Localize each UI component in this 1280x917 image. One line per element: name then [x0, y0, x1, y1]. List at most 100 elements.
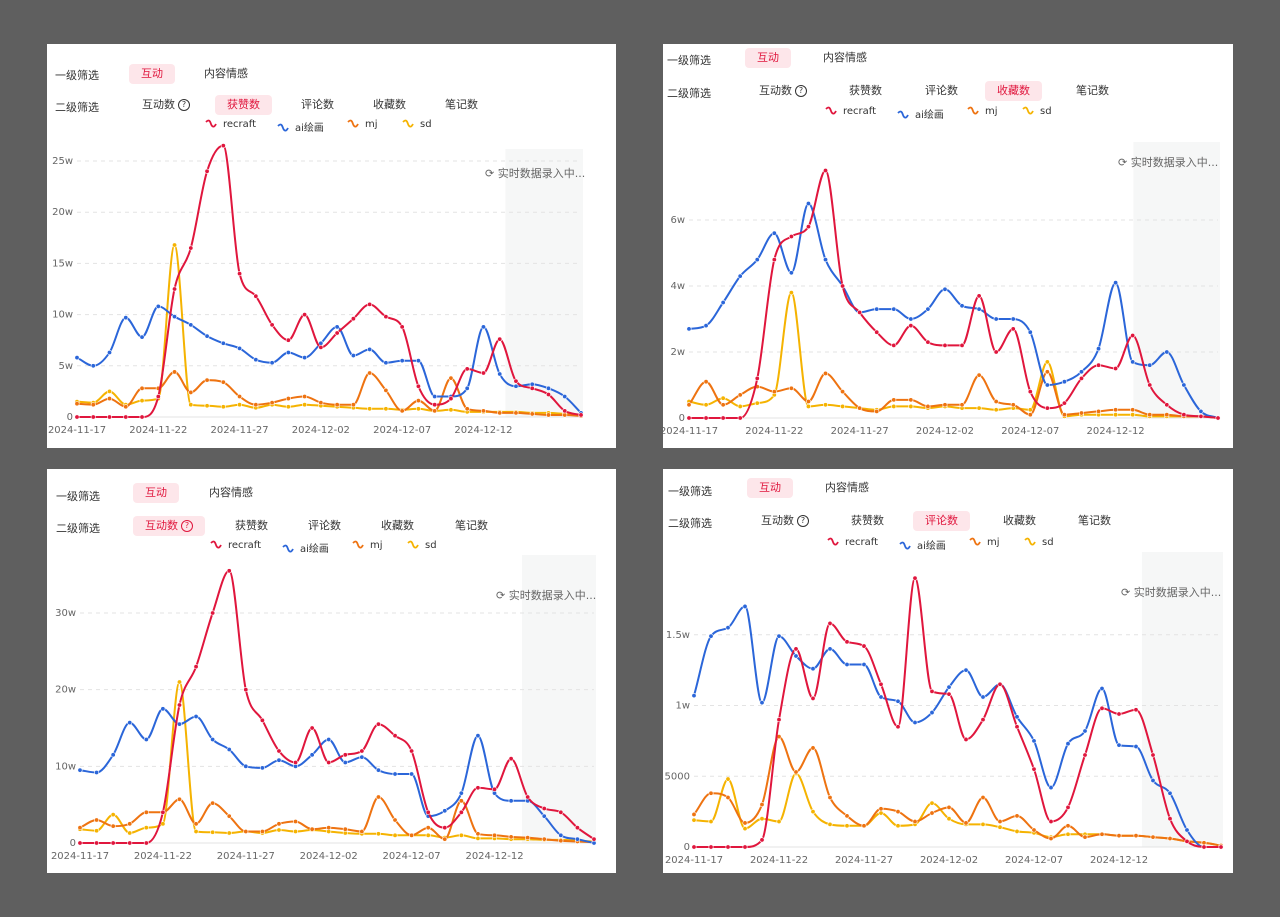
- data-point-recraft[interactable]: [1164, 402, 1170, 408]
- data-point-ai[interactable]: [686, 326, 692, 332]
- data-point-recraft[interactable]: [123, 414, 129, 420]
- data-point-ai[interactable]: [771, 230, 777, 236]
- data-point-ai[interactable]: [160, 706, 166, 712]
- data-point-recraft[interactable]: [725, 844, 731, 850]
- data-point-recraft[interactable]: [160, 809, 166, 815]
- data-point-ai[interactable]: [861, 661, 867, 667]
- data-point-mj[interactable]: [1014, 813, 1020, 819]
- data-point-sd[interactable]: [980, 821, 986, 827]
- data-point-ai[interactable]: [976, 306, 982, 312]
- data-point-mj[interactable]: [1116, 833, 1122, 839]
- data-point-recraft[interactable]: [448, 396, 454, 402]
- filter-level2-interactions[interactable]: 互动数?: [133, 516, 205, 536]
- data-point-sd[interactable]: [993, 407, 999, 413]
- data-point-mj[interactable]: [844, 813, 850, 819]
- data-point-mj[interactable]: [285, 396, 291, 402]
- data-point-sd[interactable]: [1065, 831, 1071, 837]
- data-point-recraft[interactable]: [805, 224, 811, 230]
- data-point-mj[interactable]: [220, 379, 226, 385]
- legend-item-ai[interactable]: ai绘画: [899, 537, 946, 552]
- data-point-recraft[interactable]: [1116, 711, 1122, 717]
- data-point-recraft[interactable]: [204, 168, 210, 174]
- data-point-ai[interactable]: [1113, 280, 1119, 286]
- data-point-mj[interactable]: [963, 820, 969, 826]
- data-point-sd[interactable]: [908, 403, 914, 409]
- data-point-mj[interactable]: [318, 400, 324, 406]
- data-point-recraft[interactable]: [840, 283, 846, 289]
- data-point-recraft[interactable]: [480, 370, 486, 376]
- filter-level1-sentiment[interactable]: 内容情感: [209, 486, 253, 499]
- data-point-mj[interactable]: [409, 832, 415, 838]
- data-point-recraft[interactable]: [492, 786, 498, 792]
- data-point-sd[interactable]: [878, 810, 884, 816]
- data-point-recraft[interactable]: [110, 840, 116, 846]
- data-point-recraft[interactable]: [77, 840, 83, 846]
- data-point-sd[interactable]: [367, 406, 373, 412]
- data-point-recraft[interactable]: [1181, 412, 1187, 418]
- data-point-ai[interactable]: [74, 355, 80, 361]
- data-point-recraft[interactable]: [143, 840, 149, 846]
- data-point-ai[interactable]: [302, 355, 308, 361]
- data-point-recraft[interactable]: [574, 825, 580, 831]
- data-point-mj[interactable]: [1061, 412, 1067, 418]
- data-point-recraft[interactable]: [771, 257, 777, 263]
- data-point-sd[interactable]: [383, 406, 389, 412]
- filter-level2-likes[interactable]: 获赞数: [849, 84, 882, 97]
- data-point-recraft[interactable]: [367, 301, 373, 307]
- filter-level2-notes[interactable]: 笔记数: [455, 519, 488, 532]
- data-point-sd[interactable]: [210, 829, 216, 835]
- data-point-ai[interactable]: [963, 667, 969, 673]
- data-point-ai[interactable]: [285, 349, 291, 355]
- data-point-mj[interactable]: [793, 769, 799, 775]
- data-point-ai[interactable]: [810, 666, 816, 672]
- data-point-ai[interactable]: [776, 633, 782, 639]
- data-point-mj[interactable]: [759, 802, 765, 808]
- data-point-ai[interactable]: [1027, 329, 1033, 335]
- filter-level2-comments[interactable]: 评论数: [925, 84, 958, 97]
- data-point-ai[interactable]: [1130, 359, 1136, 365]
- filter-level2-notes[interactable]: 笔记数: [1078, 514, 1111, 527]
- data-point-ai[interactable]: [276, 757, 282, 763]
- data-point-ai[interactable]: [708, 633, 714, 639]
- data-point-recraft[interactable]: [529, 385, 535, 391]
- legend-item-recraft[interactable]: recraft: [205, 119, 256, 130]
- data-point-ai[interactable]: [94, 769, 100, 775]
- data-point-recraft[interactable]: [342, 752, 348, 758]
- data-point-mj[interactable]: [309, 826, 315, 832]
- data-point-sd[interactable]: [193, 828, 199, 834]
- data-point-mj[interactable]: [908, 397, 914, 403]
- data-point-recraft[interactable]: [155, 394, 161, 400]
- data-point-sd[interactable]: [844, 823, 850, 829]
- data-point-mj[interactable]: [810, 745, 816, 751]
- filter-level2-interactions[interactable]: 互动数?: [747, 81, 819, 101]
- data-point-recraft[interactable]: [754, 375, 760, 381]
- data-point-mj[interactable]: [143, 809, 149, 815]
- data-point-mj[interactable]: [1099, 831, 1105, 837]
- data-point-mj[interactable]: [425, 825, 431, 831]
- data-point-mj[interactable]: [1201, 840, 1207, 846]
- data-point-ai[interactable]: [754, 257, 760, 263]
- data-point-recraft[interactable]: [1147, 382, 1153, 388]
- data-point-mj[interactable]: [980, 794, 986, 800]
- data-point-ai[interactable]: [874, 306, 880, 312]
- data-point-sd[interactable]: [276, 827, 282, 833]
- data-point-ai[interactable]: [309, 752, 315, 758]
- legend-item-ai[interactable]: ai绘画: [277, 119, 324, 134]
- data-point-recraft[interactable]: [318, 344, 324, 350]
- data-point-mj[interactable]: [857, 405, 863, 411]
- data-point-sd[interactable]: [720, 395, 726, 401]
- data-point-recraft[interactable]: [993, 349, 999, 355]
- data-point-recraft[interactable]: [827, 620, 833, 626]
- data-point-recraft[interactable]: [959, 342, 965, 348]
- data-point-mj[interactable]: [525, 835, 531, 841]
- data-point-recraft[interactable]: [788, 234, 794, 240]
- data-point-ai[interactable]: [326, 736, 332, 742]
- data-point-mj[interactable]: [458, 798, 464, 804]
- data-point-sd[interactable]: [127, 830, 133, 836]
- data-point-recraft[interactable]: [874, 329, 880, 335]
- data-point-ai[interactable]: [1198, 408, 1204, 414]
- data-point-mj[interactable]: [708, 790, 714, 796]
- data-point-recraft[interactable]: [220, 143, 226, 149]
- data-point-ai[interactable]: [188, 322, 194, 328]
- data-point-mj[interactable]: [891, 397, 897, 403]
